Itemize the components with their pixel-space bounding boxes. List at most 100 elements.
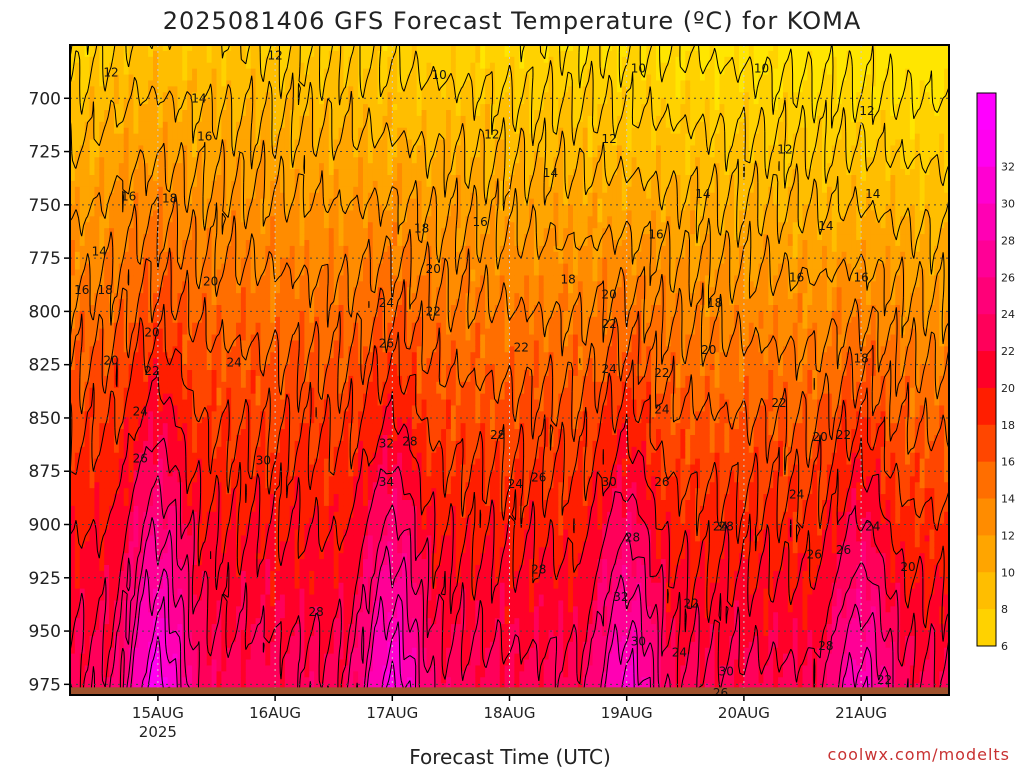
colorbar-segment (977, 203, 996, 241)
y-axis: 700 725 750 775 800 825 850 875 900 925 950 975 (29, 89, 70, 695)
contour-label: 20 (203, 275, 218, 289)
colorbar-label: 24 (1001, 308, 1015, 321)
credit-link[interactable]: coolwx.com/modelts (828, 745, 1010, 764)
contour-label: 24 (226, 356, 241, 370)
contour-label: 20 (103, 353, 118, 367)
contour-28 (129, 568, 873, 695)
contour-label: 18 (707, 296, 722, 310)
contour-6 (70, 45, 949, 129)
contour-label: 34 (379, 475, 394, 489)
contour-8 (70, 45, 949, 189)
contour-label: 30 (256, 454, 271, 468)
colorbar-label: 20 (1001, 382, 1015, 395)
contour-label: 28 (490, 428, 505, 442)
colorbar-label: 26 (1001, 271, 1015, 284)
colorbar-label: 10 (1001, 566, 1015, 579)
colorbar-segment (977, 572, 996, 610)
y-tick-label: 775 (29, 249, 61, 269)
contour-label: 24 (789, 488, 804, 502)
colorbar-label: 30 (1001, 198, 1015, 211)
colorbar-label: 12 (1001, 529, 1015, 542)
contour-label: 26 (133, 451, 148, 465)
contour-14 (70, 194, 949, 400)
contour-label: 18 (162, 191, 177, 205)
contour-label: 28 (308, 605, 323, 619)
contour-label: 22 (771, 396, 786, 410)
contour-label: 26 (807, 547, 822, 561)
colorbar-frame (976, 92, 997, 647)
contour-label: 12 (103, 66, 118, 80)
x-axis-label: Forecast Time (UTC) (409, 745, 611, 768)
contour-label: 14 (865, 187, 880, 201)
contour-label: 28 (625, 530, 640, 544)
contour-label: 24 (713, 520, 728, 534)
x-tick-label: 19AUG (601, 704, 653, 722)
colorbar-label: 22 (1001, 345, 1015, 358)
contour-label: 10 (432, 68, 447, 82)
contour-label: 10 (754, 61, 769, 75)
contour-label: 28 (719, 520, 734, 534)
colorbar-segment (977, 387, 996, 426)
ground-layer (70, 687, 949, 695)
contour-label: 20 (426, 262, 441, 276)
colorbar-segment (977, 609, 996, 647)
contour-label: 20 (701, 343, 716, 357)
colorbar-segment (977, 129, 996, 168)
y-tick-label: 900 (29, 516, 61, 536)
contour-label: 22 (684, 596, 699, 610)
contour-label: 24 (672, 645, 687, 659)
contour-label: 28 (531, 562, 546, 576)
y-tick-label: 800 (29, 302, 61, 322)
y-tick-label: 875 (29, 462, 61, 482)
x-tick-label: 20AUG (718, 704, 770, 722)
contour-label: 26 (654, 475, 669, 489)
contour-label: 12 (601, 132, 616, 146)
y-tick-label: 700 (29, 89, 61, 109)
colorbar-segment (977, 461, 996, 500)
contour-16 (70, 247, 949, 475)
contour-label: 12 (267, 49, 282, 63)
chart-title: 2025081406 GFS Forecast Temperature (ºC)… (163, 7, 862, 35)
contour-label: 26 (379, 336, 394, 350)
contour-label: 26 (836, 543, 851, 557)
x-tick-label: 18AUG (484, 704, 536, 722)
contour-label: 16 (197, 130, 212, 144)
colorbar-label: 6 (1001, 640, 1008, 653)
contour-label: 16 (121, 189, 136, 203)
contour-label: 18 (560, 272, 575, 286)
contour-label: 12 (777, 142, 792, 156)
contour-label: 22 (836, 428, 851, 442)
contour-label: 16 (473, 215, 488, 229)
x-tick-label: 15AUG (132, 704, 184, 722)
contour-label: 24 (508, 477, 523, 491)
contour-label: 12 (484, 128, 499, 142)
colorbar-segment (977, 277, 996, 315)
contour-label: 22 (426, 304, 441, 318)
contour-label: 28 (818, 639, 833, 653)
contour-label: 26 (713, 686, 728, 700)
contour-label: 20 (900, 560, 915, 574)
colorbar-segment (977, 166, 996, 205)
contour-12 (70, 139, 949, 345)
contour-label: 22 (654, 366, 669, 380)
colorbar-segment (977, 240, 996, 278)
contour-label: 16 (789, 270, 804, 284)
y-tick-label: 750 (29, 196, 61, 216)
colorbar-segment (977, 424, 996, 463)
x-tick-label: 17AUG (366, 704, 418, 722)
colorbar-label: 32 (1001, 161, 1015, 174)
contour-label: 30 (719, 665, 734, 679)
contour-label: 20 (812, 430, 827, 444)
contour-label: 20 (601, 287, 616, 301)
contour-label: 30 (601, 475, 616, 489)
contour-label: 12 (859, 104, 874, 118)
contour-label: 14 (92, 245, 107, 259)
contour-label: 10 (631, 61, 646, 75)
colorbar-segment (977, 314, 996, 352)
contour-label: 14 (191, 91, 206, 105)
contour-label: 18 (98, 283, 113, 297)
contour-label: 14 (818, 219, 833, 233)
